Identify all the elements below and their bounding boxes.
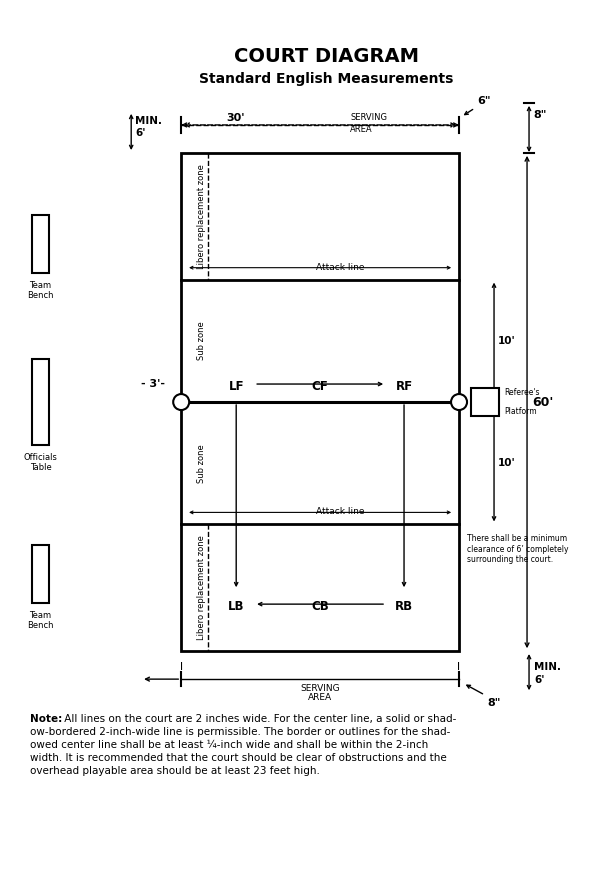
Text: RF: RF <box>396 379 413 392</box>
Text: Referee's: Referee's <box>504 388 539 397</box>
Text: 8": 8" <box>487 698 501 708</box>
Text: 6": 6" <box>477 96 490 106</box>
Text: LB: LB <box>228 600 245 613</box>
Text: Sub zone: Sub zone <box>197 322 206 360</box>
Text: 6': 6' <box>135 128 146 138</box>
Text: MIN.: MIN. <box>135 116 162 126</box>
Text: Attack line: Attack line <box>316 508 364 517</box>
Text: 6': 6' <box>534 675 545 685</box>
Text: Libero replacement zone: Libero replacement zone <box>197 164 206 268</box>
Text: width. It is recommended that the court should be clear of obstructions and the: width. It is recommended that the court … <box>30 753 447 763</box>
Text: - 3'-: - 3'- <box>141 379 165 389</box>
Text: Bench: Bench <box>27 291 54 300</box>
Circle shape <box>451 394 467 410</box>
Text: Team: Team <box>30 281 51 290</box>
Text: Team: Team <box>30 611 51 621</box>
Text: LF: LF <box>228 379 244 392</box>
Text: Platform: Platform <box>504 407 537 416</box>
Text: RB: RB <box>395 600 413 613</box>
Bar <box>471 388 499 416</box>
Text: CF: CF <box>312 379 329 392</box>
Text: 8": 8" <box>533 110 547 120</box>
Text: Note:: Note: <box>30 714 62 724</box>
Bar <box>32 215 49 273</box>
Text: ow-bordered 2-inch-wide line is permissible. The border or outlines for the shad: ow-bordered 2-inch-wide line is permissi… <box>30 727 451 737</box>
Text: overhead playable area should be at least 23 feet high.: overhead playable area should be at leas… <box>30 766 320 776</box>
Text: owed center line shall be at least ¼-inch wide and shall be within the 2-inch: owed center line shall be at least ¼-inc… <box>30 740 428 750</box>
Text: Attack line: Attack line <box>316 263 364 272</box>
Text: Standard English Measurements: Standard English Measurements <box>199 72 454 86</box>
Text: Officials: Officials <box>24 453 57 462</box>
Text: l: l <box>179 662 183 672</box>
Circle shape <box>173 394 189 410</box>
Text: CB: CB <box>311 600 329 613</box>
Text: SERVING: SERVING <box>300 684 340 693</box>
Text: Sub zone: Sub zone <box>197 444 206 482</box>
Text: Table: Table <box>30 463 51 472</box>
Text: AREA: AREA <box>350 126 373 135</box>
Text: 60': 60' <box>532 396 553 408</box>
Text: There shall be a minimum
clearance of 6’ completely
surrounding the court.: There shall be a minimum clearance of 6’… <box>467 534 568 565</box>
Text: Bench: Bench <box>27 621 54 630</box>
Text: 30': 30' <box>226 113 245 123</box>
Text: COURT DIAGRAM: COURT DIAGRAM <box>234 47 419 66</box>
Text: l: l <box>457 662 461 672</box>
Bar <box>181 153 459 651</box>
Text: All lines on the court are 2 inches wide. For the center line, a solid or shad-: All lines on the court are 2 inches wide… <box>61 714 457 724</box>
Bar <box>32 545 49 603</box>
Text: MIN.: MIN. <box>534 662 561 672</box>
Text: SERVING: SERVING <box>350 114 387 122</box>
Text: Libero replacement zone: Libero replacement zone <box>197 536 206 640</box>
Text: 10': 10' <box>498 336 516 346</box>
Text: 10': 10' <box>498 458 516 468</box>
Text: AREA: AREA <box>308 693 332 702</box>
Bar <box>32 359 49 445</box>
